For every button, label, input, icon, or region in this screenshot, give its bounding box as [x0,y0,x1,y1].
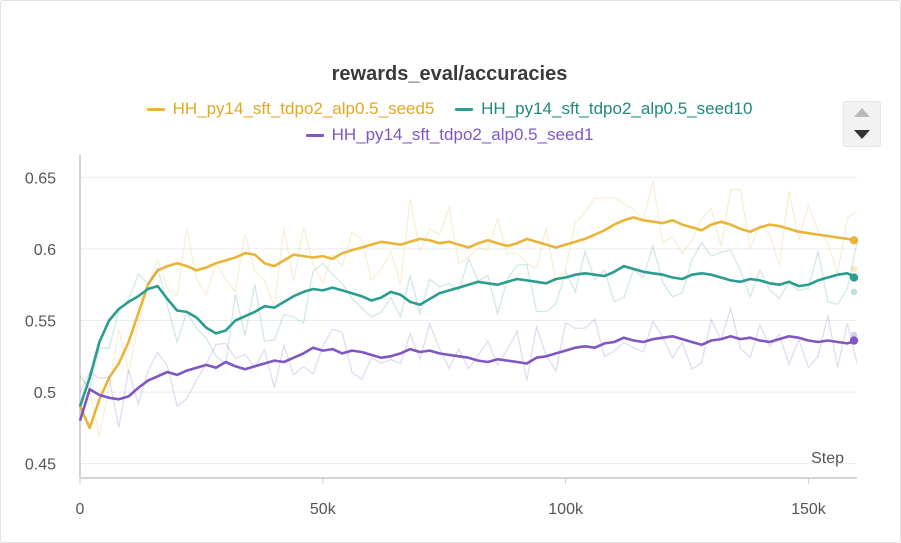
legend-swatch-seed1 [305,134,324,138]
series-end-marker-raw [850,265,858,273]
x-tick-label: 150k [791,501,827,518]
series-raw-line [79,180,858,437]
legend-label-seed5: HH_py14_sft_tdpo2_alp0.5_seed5 [172,99,435,118]
legend-label-seed1: HH_py14_sft_tdpo2_alp0.5_seed1 [331,125,594,144]
y-tick-label: 0.45 [25,457,56,474]
series-end-marker-raw [850,288,858,296]
series-line [78,335,858,422]
y-tick-label: 0.55 [25,314,56,331]
legend-item-seed1[interactable]: HH_py14_sft_tdpo2_alp0.5_seed1 [305,125,594,145]
x-tick-label: 100k [548,501,584,518]
series-end-marker [849,236,859,245]
triangle-up-icon [854,108,870,117]
legend-item-seed5[interactable]: HH_py14_sft_tdpo2_alp0.5_seed5 [146,99,435,119]
series-raw-line [79,305,858,428]
series-end-marker [849,336,859,345]
series-raw-line [79,241,858,391]
series-end-marker-raw [850,331,858,339]
series-end-marker [849,273,859,282]
legend-scroll-up-button[interactable] [844,102,880,124]
legend-row-2: HH_py14_sft_tdpo2_alp0.5_seed1 [1,125,898,145]
series-line [78,216,858,430]
legend-row-1: HH_py14_sft_tdpo2_alp0.5_seed5 HH_py14_s… [1,99,898,119]
x-tick-label: 50k [310,501,337,518]
y-tick-label: 0.65 [25,170,56,187]
x-axis-label: Step [811,450,844,467]
legend-swatch-seed5 [146,108,165,112]
x-tick-label: 0 [76,501,85,518]
y-tick-label: 0.5 [34,385,56,402]
legend-scroll-control [843,101,881,147]
series-line [78,264,858,407]
legend-swatch-seed10 [455,108,474,112]
legend-label-seed10: HH_py14_sft_tdpo2_alp0.5_seed10 [481,99,753,118]
legend-scroll-down-button[interactable] [844,124,880,146]
legend-item-seed10[interactable]: HH_py14_sft_tdpo2_alp0.5_seed10 [455,99,752,119]
y-tick-label: 0.6 [34,242,56,259]
triangle-down-icon [854,130,870,139]
chart-title: rewards_eval/accuracies [331,63,568,85]
